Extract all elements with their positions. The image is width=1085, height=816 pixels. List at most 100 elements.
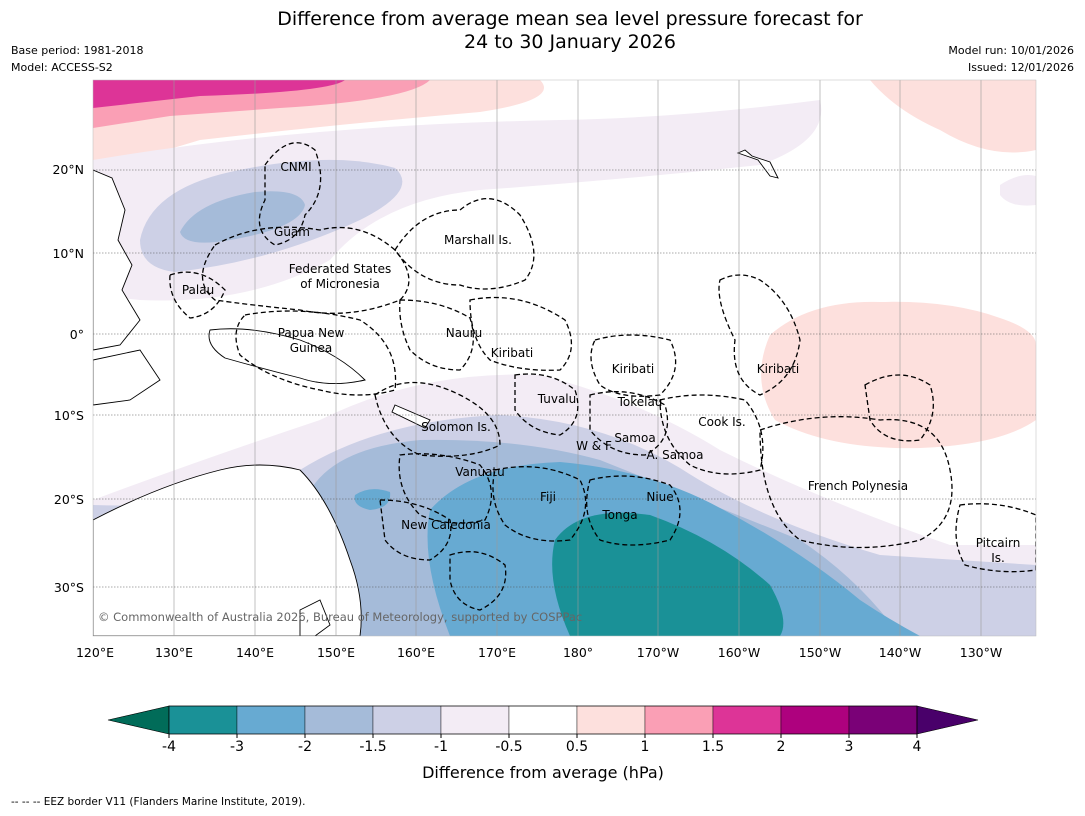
colorbar: -4 -3 -2 -1.5 -1 -0.5 0.5 1 1.5 2 3 4 Difference fr…: [107, 705, 979, 782]
lat-label: 10°N: [52, 246, 84, 261]
colorbar-tick-label: 1: [641, 739, 650, 755]
eez-marshall: [394, 197, 535, 290]
colorbar-tick-label: -2: [298, 739, 312, 755]
label-cook: Cook Is.: [698, 415, 745, 429]
eez-nauru-kiribati-w: [399, 299, 474, 371]
negative-core-tonga: [552, 512, 784, 636]
colorbar-bin: [848, 705, 918, 735]
colorbar-bin: [372, 705, 442, 735]
colorbar-bin: [168, 705, 238, 735]
label-tuvalu: Tuvalu: [537, 392, 577, 406]
colorbar-under-arrow: [107, 705, 170, 735]
label-kiribati-2: Kiribati: [612, 362, 654, 376]
label-french-polynesia: French Polynesia: [808, 479, 908, 493]
lon-label: 160°E: [397, 645, 435, 660]
label-solomon: Solomon Is.: [421, 420, 491, 434]
colorbar-tick-label: -3: [230, 739, 244, 755]
copyright-notice: © Commonwealth of Australia 2026, Bureau…: [98, 610, 582, 624]
lon-label: 160°W: [718, 645, 760, 660]
map-frame: [92, 79, 1037, 637]
eez-cnmi-guam: [258, 142, 322, 246]
title-line-2: 24 to 30 January 2026: [464, 31, 676, 53]
colorbar-bin: [576, 705, 646, 735]
colorbar-bin: [712, 705, 782, 735]
coastlines: [93, 149, 779, 636]
eez-kermadec: [449, 551, 507, 611]
colorbar-tick-label: -1: [434, 739, 448, 755]
graticule: [93, 80, 1036, 636]
lat-label: 10°S: [54, 408, 84, 423]
colorbar-tick-label: -4: [162, 739, 176, 755]
label-png-2: Guinea: [290, 341, 333, 355]
positive-band-north-3: [93, 80, 345, 108]
colorbar-bin: [236, 705, 306, 735]
label-niue: Niue: [646, 490, 673, 504]
longitude-labels: 120°E 130°E 140°E 150°E 160°E 170°E 180°…: [76, 645, 1002, 660]
title-line-1: Difference from average mean sea level p…: [277, 8, 863, 30]
eez-solomons: [374, 381, 501, 457]
eez-fiji: [492, 466, 587, 542]
eez-palau: [169, 271, 226, 319]
label-nauru: Nauru: [446, 326, 482, 340]
label-kiribati-1: Kiribati: [491, 346, 533, 360]
label-kiribati-3: Kiribati: [757, 362, 799, 376]
label-marshall: Marshall Is.: [444, 233, 512, 247]
eez-tuvalu: [514, 373, 579, 436]
colorbar-tick-label: -0.5: [495, 739, 522, 755]
label-fsm-1: Federated States: [289, 262, 391, 276]
colorbar-tick-label: 3: [845, 739, 854, 755]
eez-tonga-niue: [586, 475, 681, 546]
meta-left: Base period: 1981-2018 Model: ACCESS-S2: [11, 42, 143, 76]
pressure-anomaly-field: CNMI Guam Marshall Is. Federated States …: [93, 80, 1036, 636]
colorbar-title: Difference from average (hPa): [422, 763, 664, 782]
colorbar-tick-label: 4: [913, 739, 922, 755]
colorbar-bin: [644, 705, 714, 735]
lon-label: 120°E: [76, 645, 114, 660]
label-tokelau: Tokelau: [617, 395, 663, 409]
label-american-samoa: A. Samoa: [647, 448, 704, 462]
meta-right: Model run: 10/01/2026 Issued: 12/01/2026: [948, 42, 1074, 76]
eez-png: [235, 310, 397, 396]
eez-footnote: -- -- -- EEZ border V11 (Flanders Marine…: [11, 796, 306, 808]
negative-small-patch: [354, 489, 391, 510]
eez-french-polynesia: [759, 416, 953, 549]
lon-label: 140°W: [879, 645, 921, 660]
eez-borders: [169, 142, 1036, 611]
positive-ne-corner: [870, 80, 1036, 153]
lon-label: 170°E: [478, 645, 516, 660]
label-pitcairn-2: Is.: [991, 551, 1005, 565]
eez-kiribati-line: [718, 274, 801, 396]
eez-kiribati-gilbert: [469, 296, 572, 371]
label-palau: Palau: [182, 283, 214, 297]
colorbar-bin: [780, 705, 850, 735]
land-borneo-sulawesi: [93, 349, 161, 406]
lon-label: 150°E: [317, 645, 355, 660]
land-new-zealand: [299, 599, 331, 636]
eez-east-loop: [864, 374, 934, 442]
lon-label: 150°W: [799, 645, 841, 660]
label-guam: Guam: [274, 225, 310, 239]
colorbar-frame: [168, 705, 918, 735]
map-title: Difference from average mean sea level p…: [0, 8, 1085, 54]
eez-vanuatu: [398, 453, 492, 524]
label-vanuatu: Vanuatu: [455, 465, 505, 479]
label-new-caledonia: New Caledonia: [401, 518, 491, 532]
label-tonga: Tonga: [601, 508, 637, 522]
label-png-1: Papua New: [278, 326, 345, 340]
colorbar-ticks: -4 -3 -2 -1.5 -1 -0.5 0.5 1 1.5 2 3 4: [162, 734, 922, 755]
negative-east-patch: [1000, 175, 1036, 206]
land-asia-islands: [93, 169, 141, 351]
lon-label: 170°W: [637, 645, 679, 660]
land-australia: [93, 464, 362, 636]
label-pitcairn-1: Pitcairn: [976, 536, 1021, 550]
eez-pitcairn: [955, 503, 1036, 573]
model-run: Model run: 10/01/2026: [948, 44, 1074, 57]
label-fiji: Fiji: [540, 490, 556, 504]
lon-label: 180°: [563, 645, 593, 660]
lon-label: 130°E: [155, 645, 193, 660]
colorbar-tick-label: 0.5: [566, 739, 588, 755]
lat-label: 30°S: [54, 580, 84, 595]
model-name: Model: ACCESS-S2: [11, 61, 113, 74]
eez-tokelau-samoa: [589, 391, 669, 456]
